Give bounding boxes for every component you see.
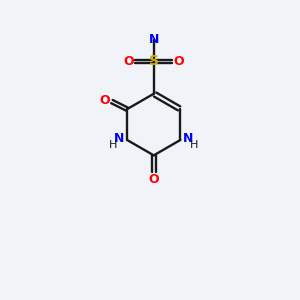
Text: S: S <box>149 54 159 68</box>
Text: N: N <box>148 33 159 46</box>
Text: H: H <box>190 140 199 150</box>
Text: O: O <box>123 55 134 68</box>
Text: N: N <box>183 132 193 145</box>
Text: O: O <box>100 94 110 107</box>
Text: O: O <box>148 173 159 186</box>
Text: N: N <box>114 132 124 145</box>
Text: H: H <box>109 140 117 150</box>
Text: O: O <box>174 55 184 68</box>
